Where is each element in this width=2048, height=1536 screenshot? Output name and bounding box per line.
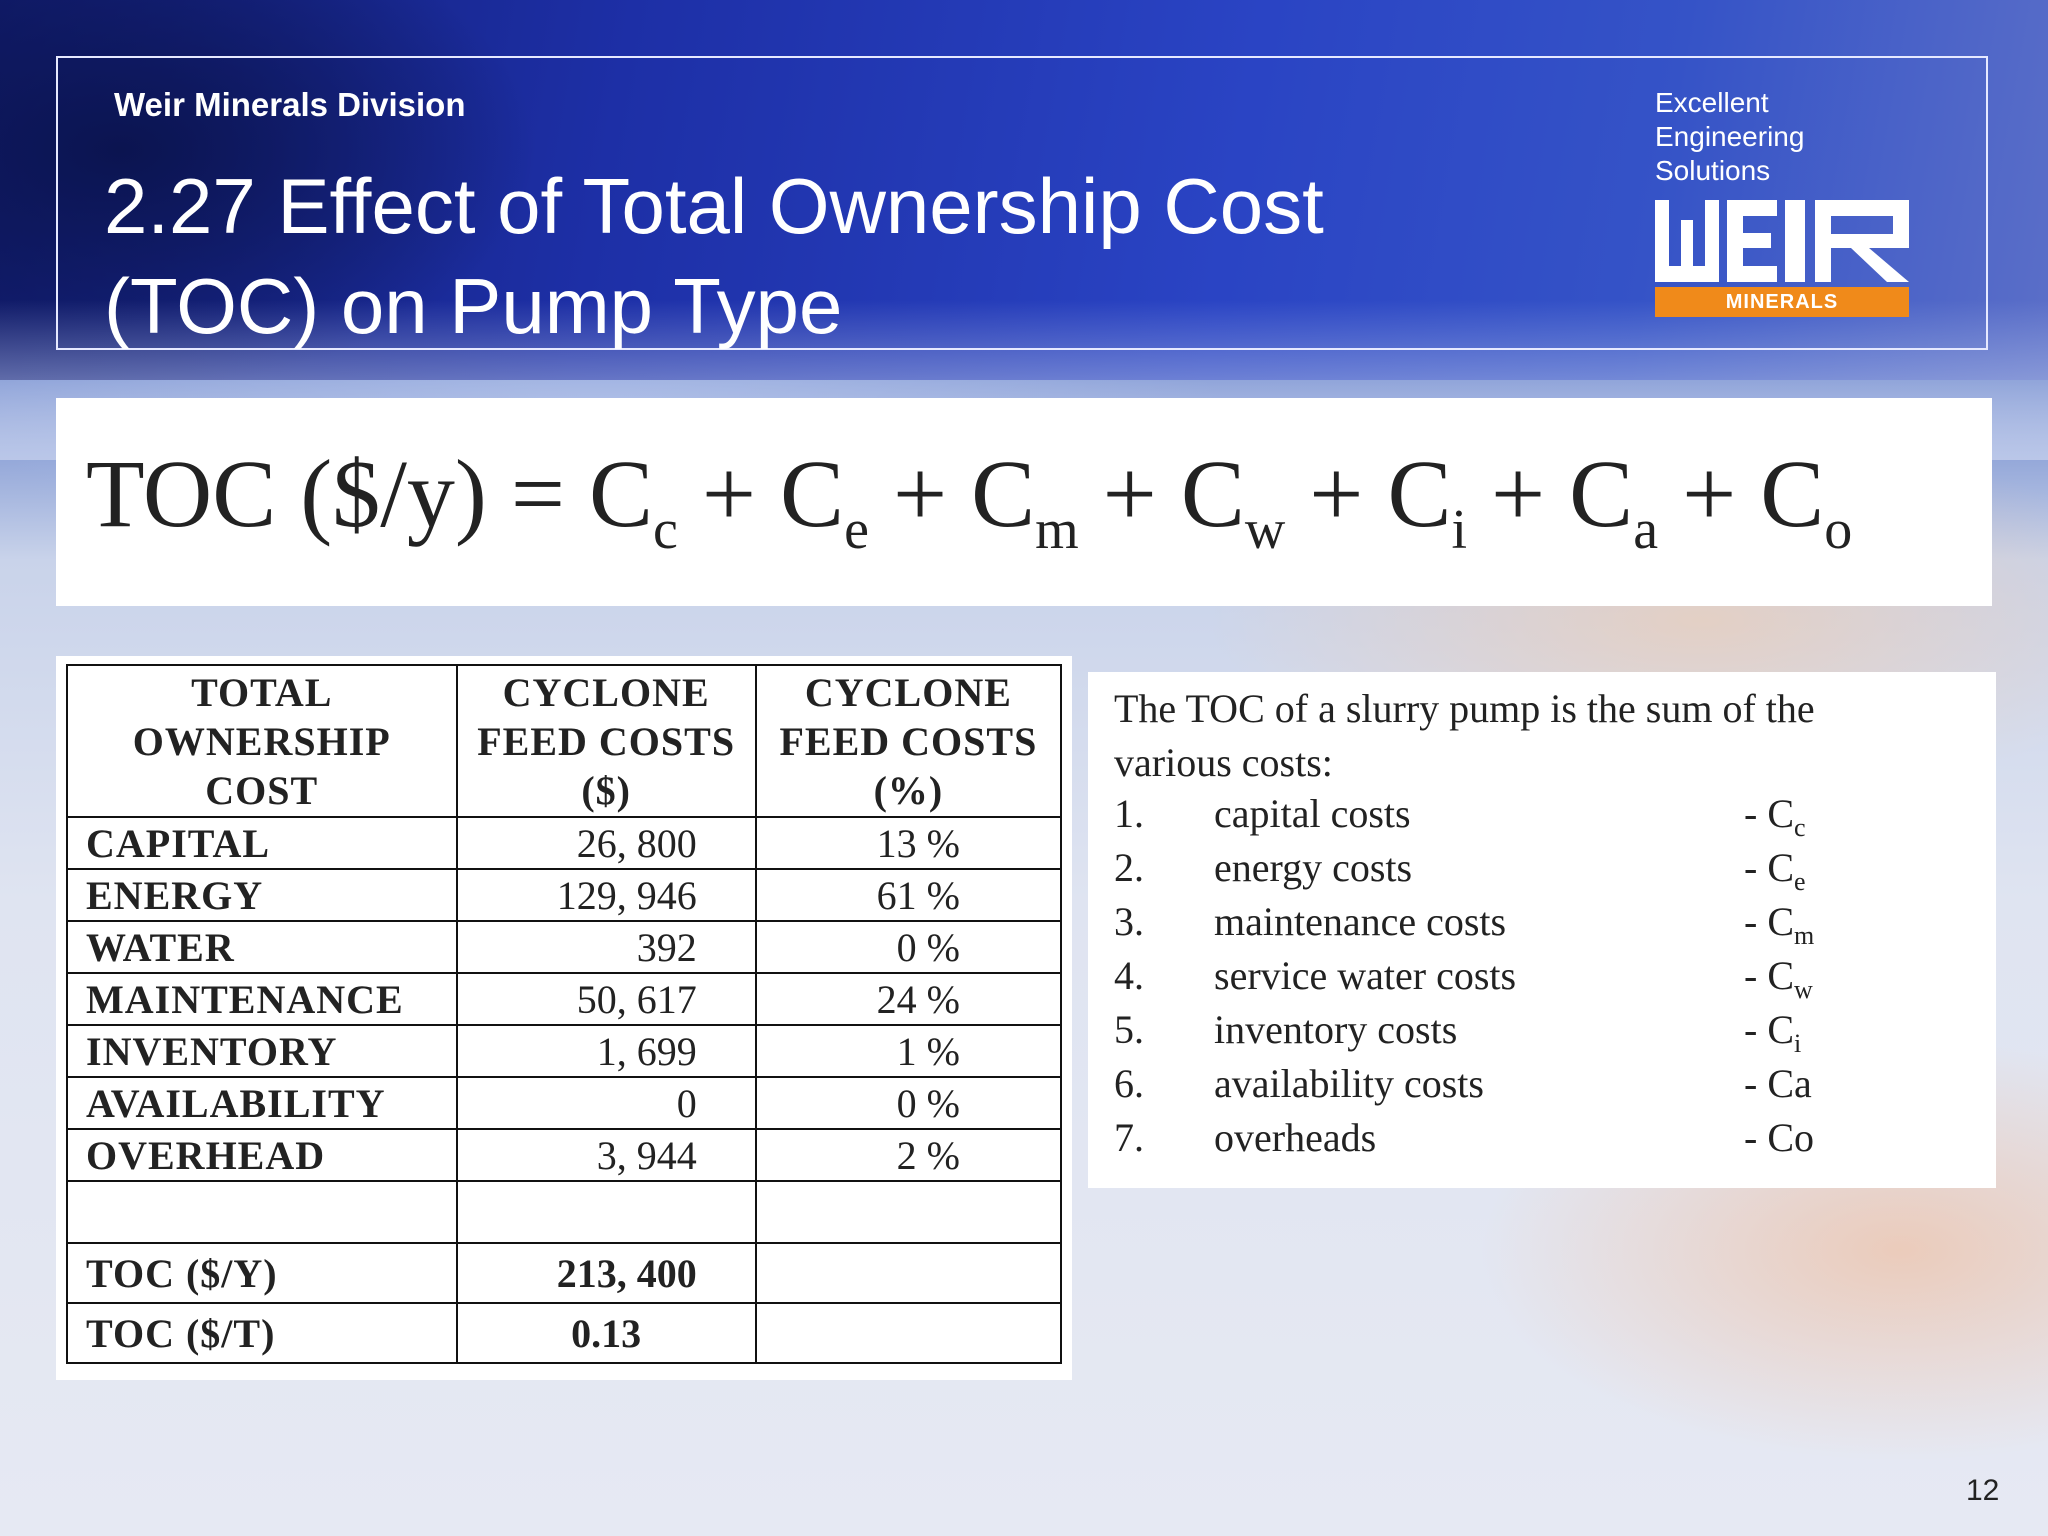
table-row: AVAILABILITY 0 0 %	[66, 1076, 1063, 1130]
header-cyclone-feed-costs-percent: CYCLONE FEED COSTS (%)	[754, 664, 1063, 818]
row-label: INVENTORY	[66, 1024, 458, 1078]
formula-term: Cw	[1180, 440, 1286, 561]
total-label: TOC ($/T)	[66, 1302, 458, 1364]
row-label: OVERHEAD	[66, 1128, 458, 1182]
row-percent: 0 %	[754, 1076, 1063, 1130]
row-cost: 1, 699	[455, 1024, 757, 1078]
list-item: 5. inventory costs - Ci	[1114, 1007, 1802, 1058]
list-item: 6. availability costs - Ca	[1114, 1061, 1812, 1106]
table-row: WATER 392 0 %	[66, 920, 1063, 974]
total-value: 213, 400	[455, 1242, 757, 1304]
formula-term: Cc	[589, 440, 678, 561]
row-cost: 26, 800	[455, 816, 757, 870]
table-row: CAPITAL 26, 800 13 %	[66, 816, 1063, 870]
row-cost: 50, 617	[455, 972, 757, 1026]
formula-lhs: TOC ($/y) =	[86, 440, 590, 547]
row-percent: 2 %	[754, 1128, 1063, 1182]
list-item: 7. overheads - Co	[1114, 1115, 1814, 1160]
list-intro-line-1: The TOC of a slurry pump is the sum of t…	[1114, 686, 1815, 731]
formula-term: Ci	[1387, 440, 1468, 561]
table-total-row: TOC ($/Y) 213, 400	[66, 1242, 1063, 1304]
total-value: 0.13	[455, 1302, 757, 1364]
header-cyclone-feed-costs-dollar: CYCLONE FEED COSTS ($)	[455, 664, 757, 818]
tagline: Excellent Engineering Solutions	[1655, 86, 1875, 188]
table-total-row: TOC ($/T) 0.13	[66, 1302, 1063, 1364]
row-cost: 3, 944	[455, 1128, 757, 1182]
row-cost: 392	[455, 920, 757, 974]
row-percent: 0 %	[754, 920, 1063, 974]
row-label: MAINTENANCE	[66, 972, 458, 1026]
table-header-row: TOTAL OWNERSHIP COST CYCLONE FEED COSTS …	[66, 664, 1063, 818]
table-row: OVERHEAD 3, 944 2 %	[66, 1128, 1063, 1182]
table-row: ENERGY 129, 946 61 %	[66, 868, 1063, 922]
title-line-1: 2.27 Effect of Total Ownership Cost	[104, 162, 1324, 250]
header-total-ownership-cost: TOTAL OWNERSHIP COST	[66, 664, 458, 818]
tagline-line-3: Solutions	[1655, 155, 1771, 186]
list-intro-line-2: various costs:	[1114, 740, 1333, 785]
row-label: ENERGY	[66, 868, 458, 922]
formula-term: Cm	[971, 440, 1079, 561]
row-cost: 0	[455, 1076, 757, 1130]
header-frame	[56, 56, 1988, 350]
tagline-line-1: Excellent	[1655, 87, 1769, 118]
row-percent: 24 %	[754, 972, 1063, 1026]
list-item: 1. capital costs - Cc	[1114, 791, 1806, 842]
formula-term: Ca	[1569, 440, 1659, 561]
slide-title: 2.27 Effect of Total Ownership Cost (TOC…	[104, 156, 1404, 356]
list-item: 3. maintenance costs - Cm	[1114, 899, 1815, 950]
weir-logo	[1655, 200, 1909, 282]
table-row: MAINTENANCE 50, 617 24 %	[66, 972, 1063, 1026]
division-label: Weir Minerals Division	[114, 86, 466, 123]
toc-formula: TOC ($/y) = Cc + Ce + Cm + Cw + Ci + Ca …	[86, 440, 1853, 561]
row-label: CAPITAL	[66, 816, 458, 870]
row-percent: 1 %	[754, 1024, 1063, 1078]
title-line-2: (TOC) on Pump Type	[104, 262, 843, 350]
list-item: 4. service water costs - Cw	[1114, 953, 1813, 1004]
row-label: WATER	[66, 920, 458, 974]
row-label: AVAILABILITY	[66, 1076, 458, 1130]
formula-term: Co	[1760, 440, 1853, 561]
page-number: 12	[1966, 1474, 2000, 1507]
formula-term: Ce	[780, 440, 869, 561]
formula-panel: TOC ($/y) = Cc + Ce + Cm + Cw + Ci + Ca …	[56, 398, 1992, 606]
tagline-line-2: Engineering	[1655, 121, 1805, 152]
list-item: 2. energy costs - Ce	[1114, 845, 1806, 896]
cost-table: TOTAL OWNERSHIP COST CYCLONE FEED COSTS …	[66, 664, 1063, 1364]
logo-minerals-bar: MINERALS	[1655, 287, 1909, 317]
row-percent: 61 %	[754, 868, 1063, 922]
cost-list-panel: The TOC of a slurry pump is the sum of t…	[1088, 672, 1996, 1188]
table-blank-row	[66, 1180, 1063, 1244]
total-label: TOC ($/Y)	[66, 1242, 458, 1304]
row-cost: 129, 946	[455, 868, 757, 922]
table-row: INVENTORY 1, 699 1 %	[66, 1024, 1063, 1078]
row-percent: 13 %	[754, 816, 1063, 870]
cost-table-panel: TOTAL OWNERSHIP COST CYCLONE FEED COSTS …	[56, 656, 1072, 1380]
